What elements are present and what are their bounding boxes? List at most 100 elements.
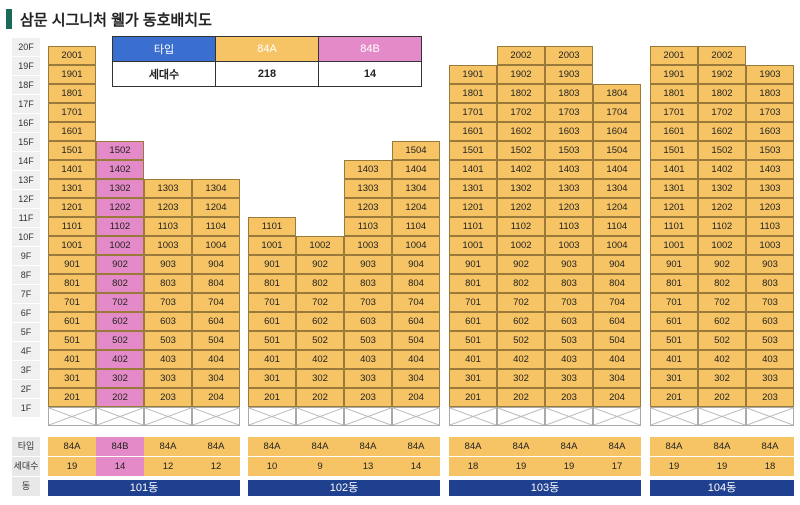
unit-cell: 502 xyxy=(296,331,344,350)
unit-cell: 1104 xyxy=(593,217,641,236)
unit-cell: 1403 xyxy=(746,160,794,179)
unit-cell: 1101 xyxy=(449,217,497,236)
unit-cell: 1404 xyxy=(593,160,641,179)
unit-cell: 204 xyxy=(593,388,641,407)
unit-cell: 1401 xyxy=(650,160,698,179)
summary-count-cell: 9 xyxy=(296,457,344,476)
floor-label: 2F xyxy=(12,380,40,398)
unit-cell: 803 xyxy=(746,274,794,293)
summary-households-label: 세대수 xyxy=(12,457,40,476)
unit-cell: 1102 xyxy=(497,217,545,236)
summary-count-cell: 17 xyxy=(593,457,641,476)
unit-cell: 304 xyxy=(593,369,641,388)
floor-label: 7F xyxy=(12,285,40,303)
unit-cell: 1004 xyxy=(392,236,440,255)
unit-cell: 401 xyxy=(48,350,96,369)
unit-cell: 202 xyxy=(296,388,344,407)
unit-cell: 902 xyxy=(497,255,545,274)
unit-cell: 1204 xyxy=(593,198,641,217)
unit-cell: 1002 xyxy=(497,236,545,255)
floor-label: 14F xyxy=(12,152,40,170)
unit-cell: 1801 xyxy=(449,84,497,103)
unit-cell: 1803 xyxy=(746,84,794,103)
unit-cell: 1002 xyxy=(698,236,746,255)
summary-count-cell: 19 xyxy=(497,457,545,476)
unit-cell: 902 xyxy=(698,255,746,274)
summary-type-cell: 84A xyxy=(497,437,545,456)
unit-cell: 704 xyxy=(593,293,641,312)
unit-cell: 303 xyxy=(746,369,794,388)
unit-cell: 1901 xyxy=(48,65,96,84)
unit-cell: 1302 xyxy=(96,179,144,198)
summary-type-cell: 84A xyxy=(449,437,497,456)
unit-cell: 2001 xyxy=(650,46,698,65)
unit-cell: 1202 xyxy=(698,198,746,217)
unit-cell: 602 xyxy=(698,312,746,331)
floor-label: 9F xyxy=(12,247,40,265)
unit-cell: 1903 xyxy=(545,65,593,84)
unit-cell: 1503 xyxy=(746,141,794,160)
unit-cell: 302 xyxy=(698,369,746,388)
unit-cell: 1502 xyxy=(497,141,545,160)
floor-label: 1F xyxy=(12,399,40,417)
unit-cell: 1201 xyxy=(650,198,698,217)
summary-count-cell: 19 xyxy=(650,457,698,476)
unit-cell: 1402 xyxy=(96,160,144,179)
unit-cell: 1502 xyxy=(96,141,144,160)
unit-cell: 1902 xyxy=(497,65,545,84)
unit-cell: 1001 xyxy=(48,236,96,255)
unit-cell: 902 xyxy=(96,255,144,274)
legend-type-84a: 84A xyxy=(215,36,319,62)
unit-cell: 1504 xyxy=(593,141,641,160)
unit-cell: 702 xyxy=(698,293,746,312)
unit-cell: 1301 xyxy=(449,179,497,198)
unit-cell: 1703 xyxy=(746,103,794,122)
unit-cell: 603 xyxy=(344,312,392,331)
unit-cell: 302 xyxy=(296,369,344,388)
unit-cell: 1101 xyxy=(248,217,296,236)
unit-cell: 303 xyxy=(545,369,593,388)
unit-cell: 1303 xyxy=(545,179,593,198)
unit-cell: 1402 xyxy=(698,160,746,179)
floor-label: 18F xyxy=(12,76,40,94)
unit-cell: 203 xyxy=(545,388,593,407)
unit-cell: 501 xyxy=(449,331,497,350)
unit-cell: 1301 xyxy=(48,179,96,198)
unit-cell: 1401 xyxy=(449,160,497,179)
pilotis-cell xyxy=(96,407,144,426)
floor-labels: 20F 19F 18F 17F 16F 15F 14F 13F 12F 11F 10F 9F 8F 7F 6… xyxy=(12,38,40,418)
unit-cell: 202 xyxy=(698,388,746,407)
legend-count-84b: 14 xyxy=(318,61,422,87)
unit-cell: 704 xyxy=(392,293,440,312)
floor-label: 11F xyxy=(12,209,40,227)
unit-cell: 1103 xyxy=(545,217,593,236)
unit-cell: 403 xyxy=(545,350,593,369)
unit-cell: 503 xyxy=(746,331,794,350)
unit-cell: 1101 xyxy=(650,217,698,236)
unit-cell: 1103 xyxy=(344,217,392,236)
pilotis-cell xyxy=(698,407,746,426)
summary-count-cell: 19 xyxy=(698,457,746,476)
unit-cell: 1502 xyxy=(698,141,746,160)
summary-count-cell: 14 xyxy=(392,457,440,476)
unit-cell: 203 xyxy=(344,388,392,407)
unit-cell: 801 xyxy=(248,274,296,293)
unit-cell: 402 xyxy=(96,350,144,369)
unit-cell: 201 xyxy=(248,388,296,407)
pilotis-cell xyxy=(392,407,440,426)
unit-cell: 302 xyxy=(497,369,545,388)
floor-label: 15F xyxy=(12,133,40,151)
unit-cell: 703 xyxy=(545,293,593,312)
unit-cell: 1501 xyxy=(449,141,497,160)
unit-cell: 504 xyxy=(392,331,440,350)
floor-label: 10F xyxy=(12,228,40,246)
unit-cell: 504 xyxy=(192,331,240,350)
unit-cell: 1003 xyxy=(144,236,192,255)
pilotis-cell xyxy=(449,407,497,426)
summary-count-cell: 14 xyxy=(96,457,144,476)
unit-cell: 204 xyxy=(192,388,240,407)
unit-cell: 703 xyxy=(746,293,794,312)
unit-cell: 502 xyxy=(698,331,746,350)
unit-cell: 801 xyxy=(48,274,96,293)
summary-type-cell: 84A xyxy=(545,437,593,456)
